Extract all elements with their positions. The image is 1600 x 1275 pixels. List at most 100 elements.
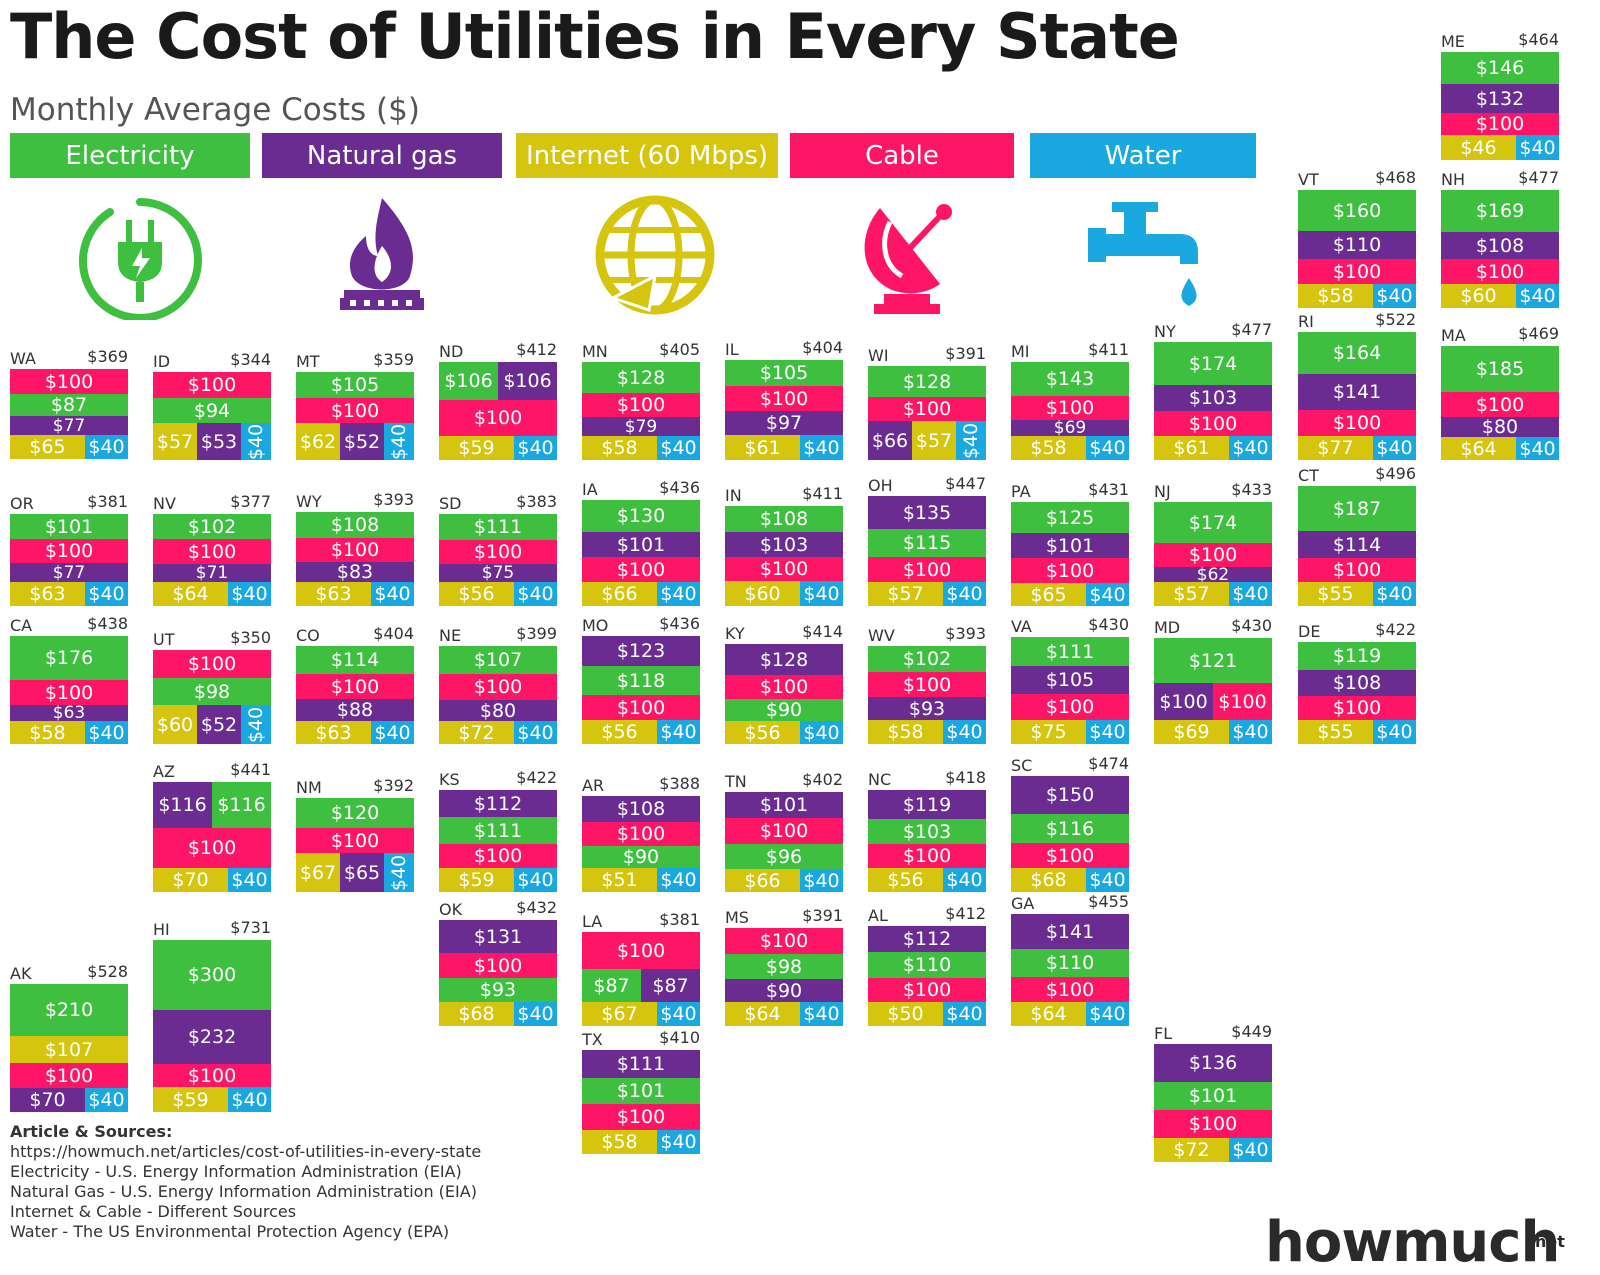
- cost-cell-w: $40: [384, 853, 414, 892]
- satellite-dish-icon: [864, 204, 952, 314]
- cost-cell-g: $141: [1298, 374, 1416, 410]
- state-mo: MO $436 $123 $118 $100 $56 $40: [582, 616, 700, 744]
- state-abbr: CO: [296, 626, 320, 645]
- state-ut: UT $350 $100 $98 $60 $52 $40: [153, 630, 271, 744]
- cost-cell-w: $40: [943, 720, 986, 744]
- state-abbr: CA: [10, 616, 33, 635]
- cost-cell-g: $114: [1298, 531, 1416, 558]
- state-nm: NM $392 $120 $100 $67 $65 $40: [296, 778, 414, 892]
- chart-title: The Cost of Utilities in Every State: [10, 0, 1180, 73]
- cost-cell-e: $160: [1298, 190, 1416, 231]
- cost-cell-e: $102: [868, 646, 986, 672]
- cost-cell-e: $130: [582, 500, 700, 532]
- cost-cell-i: $57: [1154, 582, 1229, 606]
- cost-cell-i: $66: [582, 582, 657, 606]
- cost-cell-g: $108: [1298, 670, 1416, 696]
- state-total: $468: [1375, 168, 1416, 187]
- state-ky: KY $414 $128 $100 $90 $56 $40: [725, 624, 843, 744]
- state-abbr: AL: [868, 906, 888, 925]
- state-ca: CA $438 $176 $100 $63 $58 $40: [10, 616, 128, 744]
- cost-cell-c: $100: [582, 1104, 700, 1130]
- state-in: IN $411 $108 $103 $100 $60 $40: [725, 486, 843, 606]
- state-total: $402: [802, 770, 843, 789]
- cost-cell-c: $100: [296, 538, 414, 562]
- cost-cell-g: $77: [10, 563, 128, 582]
- cost-cell-i: $58: [582, 1130, 657, 1154]
- cost-cell-i: $63: [10, 582, 85, 606]
- cost-cell-g: $110: [1298, 231, 1416, 259]
- cost-cell-e: $96: [725, 844, 843, 869]
- cost-cell-w: $40: [85, 582, 128, 606]
- cost-cell-c: $100: [1154, 543, 1272, 567]
- cost-cell-i: $50: [868, 1002, 943, 1026]
- state-total: $422: [516, 768, 557, 787]
- cost-cell-w: $40: [1516, 135, 1559, 160]
- cost-cell-w: $40: [514, 721, 557, 744]
- state-abbr: VT: [1298, 170, 1319, 189]
- state-ok: OK $432 $131 $100 $93 $68 $40: [439, 898, 557, 1026]
- cost-cell-c: $100: [1298, 410, 1416, 436]
- state-abbr: NV: [153, 494, 176, 513]
- state-va: VA $430 $111 $105 $100 $75 $40: [1011, 617, 1129, 744]
- state-de: DE $422 $119 $108 $100 $55 $40: [1298, 622, 1416, 744]
- state-wv: WV $393 $102 $100 $93 $58 $40: [868, 626, 986, 744]
- cost-cell-i: $64: [1441, 437, 1516, 460]
- cost-cell-g: $103: [1154, 385, 1272, 411]
- cost-cell-w: $40: [657, 436, 700, 460]
- state-nc: NC $418 $119 $103 $100 $56 $40: [868, 768, 986, 892]
- cost-cell-c: $100: [439, 400, 557, 436]
- cost-cell-i: $68: [1011, 868, 1086, 892]
- state-total: $433: [1231, 480, 1272, 499]
- state-ar: AR $388 $108 $100 $90 $51 $40: [582, 776, 700, 892]
- cost-cell-w: $40: [1373, 720, 1416, 744]
- cost-cell-e: $115: [868, 529, 986, 557]
- state-ct: CT $496 $187 $114 $100 $55 $40: [1298, 466, 1416, 606]
- state-nh: NH $477 $169 $108 $100 $60 $40: [1441, 168, 1559, 308]
- cost-cell-c: $100: [1011, 396, 1129, 420]
- cost-cell-i: $61: [725, 435, 800, 460]
- cost-cell-i: $77: [1298, 436, 1373, 460]
- cost-cell-c: $100: [153, 1064, 271, 1087]
- cost-cell-w: $40: [85, 1088, 128, 1112]
- cost-cell-w: $40: [1086, 868, 1129, 892]
- state-total: $432: [516, 898, 557, 917]
- cost-cell-i: $70: [153, 868, 228, 892]
- cost-cell-i: $57: [868, 582, 943, 606]
- state-total: $411: [1088, 340, 1129, 359]
- cost-cell-w: $40: [657, 1002, 700, 1026]
- cost-cell-i: $61: [1154, 436, 1229, 460]
- cost-cell-w: $40: [1373, 284, 1416, 308]
- cost-cell-e: $174: [1154, 502, 1272, 543]
- cost-cell-e: $111: [439, 817, 557, 844]
- source-line[interactable]: https://howmuch.net/articles/cost-of-uti…: [10, 1142, 482, 1161]
- cost-cell-g: $141: [1011, 914, 1129, 949]
- state-abbr: DE: [1298, 622, 1321, 641]
- state-total: $477: [1518, 168, 1559, 187]
- state-total: $522: [1375, 310, 1416, 329]
- cost-cell-g: $232: [153, 1010, 271, 1064]
- cost-cell-g: $100: [1154, 683, 1213, 720]
- cost-cell-e: $98: [153, 678, 271, 705]
- cost-cell-i: $107: [10, 1036, 128, 1063]
- state-abbr: VA: [1011, 617, 1032, 636]
- cost-cell-g: $150: [1011, 776, 1129, 814]
- cost-cell-i: $59: [153, 1087, 228, 1112]
- state-abbr: KY: [725, 624, 745, 643]
- cost-cell-c: $100: [1298, 696, 1416, 720]
- cost-cell-e: $185: [1441, 346, 1559, 392]
- state-abbr: NE: [439, 626, 462, 645]
- cost-cell-i: $55: [1298, 582, 1373, 606]
- cost-cell-c: $100: [868, 978, 986, 1002]
- state-total: $418: [945, 768, 986, 787]
- state-total: $393: [373, 490, 414, 509]
- cost-cell-e: $110: [1011, 949, 1129, 977]
- cost-cell-e: $87: [582, 969, 641, 1002]
- cost-cell-w: $40: [956, 421, 986, 460]
- state-total: $391: [945, 344, 986, 363]
- state-mt: MT $359 $105 $100 $62 $52 $40: [296, 352, 414, 460]
- cost-cell-i: $56: [582, 720, 657, 744]
- cost-cell-w: $40: [514, 582, 557, 606]
- state-abbr: AZ: [153, 762, 175, 781]
- state-abbr: GA: [1011, 894, 1035, 913]
- cost-cell-c: $100: [439, 844, 557, 868]
